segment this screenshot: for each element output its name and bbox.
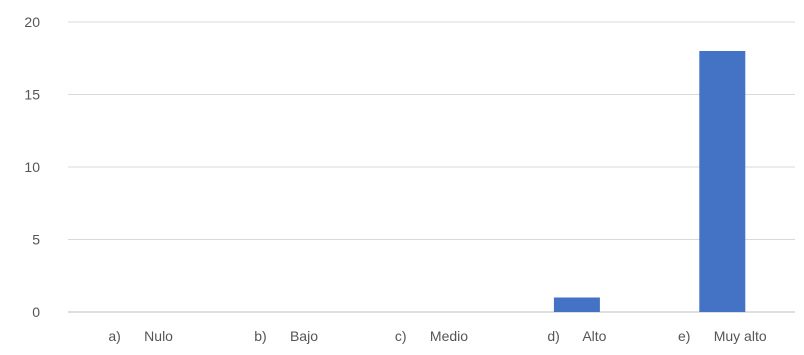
- x-category-label: b) Bajo: [254, 328, 318, 344]
- gridlines: [68, 21, 795, 313]
- bars: [553, 51, 746, 312]
- bar-4: [699, 51, 746, 312]
- x-axis-labels: a) Nulo b) Bajo c) Medio d) Alto e) Muy alto: [108, 328, 766, 344]
- y-tick-label: 0: [32, 304, 40, 320]
- x-category-label: e) Muy alto: [678, 328, 767, 344]
- y-axis-ticks: 0 5 10 15 20: [24, 14, 40, 320]
- y-tick-label: 5: [32, 232, 40, 248]
- y-tick-label: 15: [24, 87, 40, 103]
- bar-3: [553, 297, 600, 312]
- x-category-label: a) Nulo: [108, 328, 173, 344]
- y-tick-label: 20: [24, 14, 40, 30]
- y-tick-label: 10: [24, 159, 40, 175]
- x-category-label: d) Alto: [547, 328, 606, 344]
- x-category-label: c) Medio: [395, 328, 468, 344]
